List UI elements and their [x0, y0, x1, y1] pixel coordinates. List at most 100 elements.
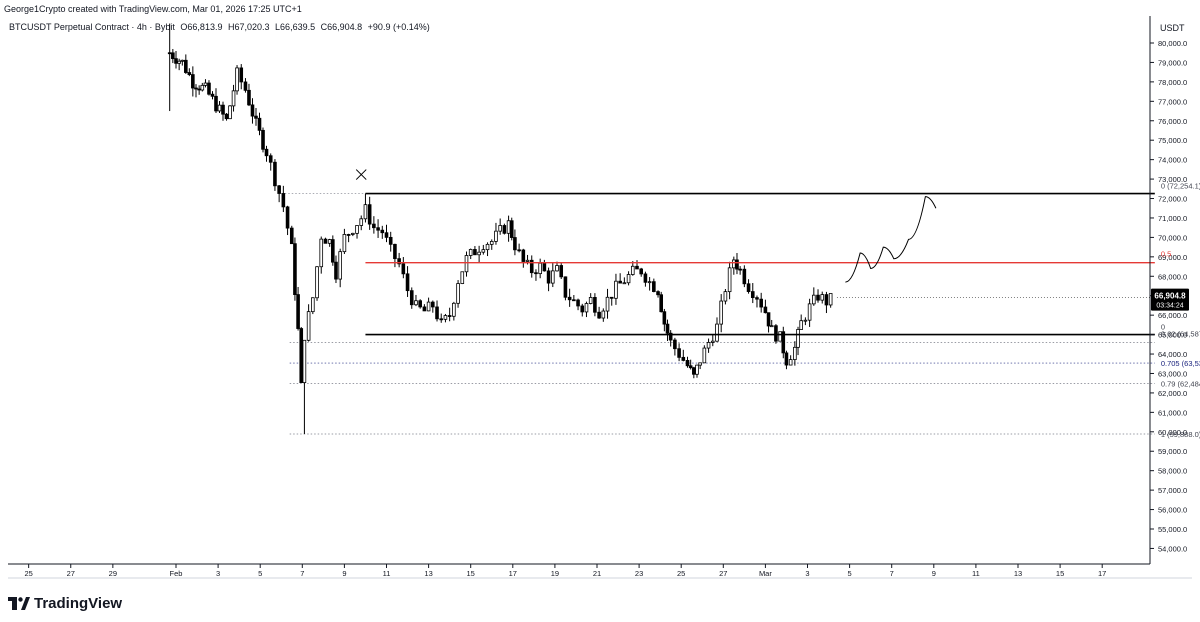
time-tick-label: 19 [551, 569, 559, 578]
price-tick-label: 70,000.0 [1158, 233, 1187, 242]
candle-body [264, 148, 269, 157]
price-tick-label: 57,000.0 [1158, 486, 1187, 495]
candle-body [784, 352, 789, 366]
candle-body [584, 303, 589, 313]
fibonacci-guides [281, 193, 1155, 435]
candle-body [774, 325, 778, 342]
price-tick-label: 71,000.0 [1158, 214, 1187, 223]
ohlc-low: L66,639.5 [275, 22, 316, 32]
fib-label: 0.5 [1161, 250, 1171, 259]
time-tick-label: 25 [24, 569, 32, 578]
candle-body [447, 315, 452, 317]
time-axis: 25 27 29 Feb 3 5 7 9 11 13 15 17 19 21 23 25 27 Mar 3 5 7 9 11… [8, 563, 1192, 579]
candle-body [588, 297, 593, 304]
price-tick-label: 77,000.0 [1158, 97, 1187, 106]
time-tick-label: 29 [109, 569, 117, 578]
candle-body [576, 299, 580, 307]
range-box [365, 192, 1155, 336]
fib-label: 0.62 (64,587.1) [1161, 330, 1200, 339]
candle-body [456, 283, 460, 304]
candle-body [299, 328, 304, 383]
candle-body [521, 249, 526, 262]
candle-body [763, 306, 768, 314]
candle-body [665, 323, 670, 334]
price-tick-label: 79,000.0 [1158, 58, 1187, 67]
candle-body [281, 193, 286, 208]
price-tick-label: 80,000.0 [1158, 39, 1187, 48]
candle-body [414, 300, 418, 306]
candle-body [384, 232, 389, 238]
price-tick-label: 69,000.0 [1158, 253, 1187, 262]
candle-body [306, 311, 311, 341]
time-tick-label: 3 [216, 569, 220, 578]
candle-body [732, 259, 736, 269]
candle-body [302, 339, 307, 383]
candle-body [681, 356, 686, 361]
price-tick-label: 58,000.0 [1158, 467, 1187, 476]
candle-body [468, 249, 473, 256]
symbol-ohlc-line: BTCUSDT Perpetual Contract · 4h · Bybit … [9, 22, 433, 32]
candle-body [331, 239, 335, 263]
candle-body [618, 280, 622, 284]
tradingview-brand[interactable]: TradingView [8, 595, 122, 612]
candle-body [538, 262, 542, 275]
time-tick-label: 7 [890, 569, 894, 578]
price-tick-label: 60,000.0 [1158, 428, 1187, 437]
candle-body [239, 67, 244, 83]
candle-body [738, 268, 742, 271]
candle-body [285, 206, 290, 229]
candle-body [572, 299, 576, 302]
candle-body [418, 300, 422, 308]
candle-body [803, 319, 808, 322]
candle-body [224, 113, 229, 120]
candle-body [567, 296, 572, 301]
price-tick-label: 63,000.0 [1158, 369, 1187, 378]
candle-body [273, 161, 277, 187]
candle-body [643, 273, 648, 283]
candle-body [257, 117, 262, 131]
candle-body [605, 296, 610, 312]
ohlc-close: C66,904.8 [320, 22, 363, 32]
price-tick-label: 54,000.0 [1158, 544, 1187, 553]
candle-body [167, 52, 172, 55]
time-tick-label: 13 [424, 569, 432, 578]
candle-body [647, 281, 652, 284]
candle-body [473, 249, 477, 256]
symbol-name[interactable]: BTCUSDT Perpetual Contract · 4h · Bybit [9, 22, 175, 32]
candle-body [662, 311, 667, 325]
candle-body [513, 237, 517, 251]
candle-body [685, 360, 690, 367]
candle-body [509, 220, 514, 238]
projection-line [845, 196, 937, 283]
candle-body [184, 59, 188, 73]
price-tick-label: 78,000.0 [1158, 78, 1187, 87]
candle-body [261, 129, 265, 150]
candle-body [388, 236, 393, 245]
candle-body [656, 291, 660, 296]
candle-body [221, 104, 225, 115]
candle-body [824, 294, 829, 306]
candle-body [376, 227, 380, 231]
candle-body [597, 311, 601, 319]
candle-body [197, 88, 201, 91]
time-tick-label: 7 [300, 569, 304, 578]
candle-body [692, 367, 696, 375]
ohlc-open: O66,813.9 [180, 22, 223, 32]
candle-body [342, 234, 347, 253]
candle-body [788, 359, 793, 366]
candle-body [715, 323, 719, 342]
candle-body [668, 332, 673, 341]
time-tick-label: 5 [258, 569, 262, 578]
candle-body [477, 251, 481, 256]
candle-body [289, 227, 294, 245]
candle-body [277, 185, 281, 194]
candle-body [231, 90, 236, 107]
cross-marker-stroke [355, 169, 367, 180]
candle-body [210, 93, 215, 97]
candle-body [311, 297, 315, 313]
candle-body [659, 294, 664, 313]
candle-body [443, 315, 448, 320]
candle-body [506, 220, 511, 234]
candle-body [323, 238, 328, 244]
